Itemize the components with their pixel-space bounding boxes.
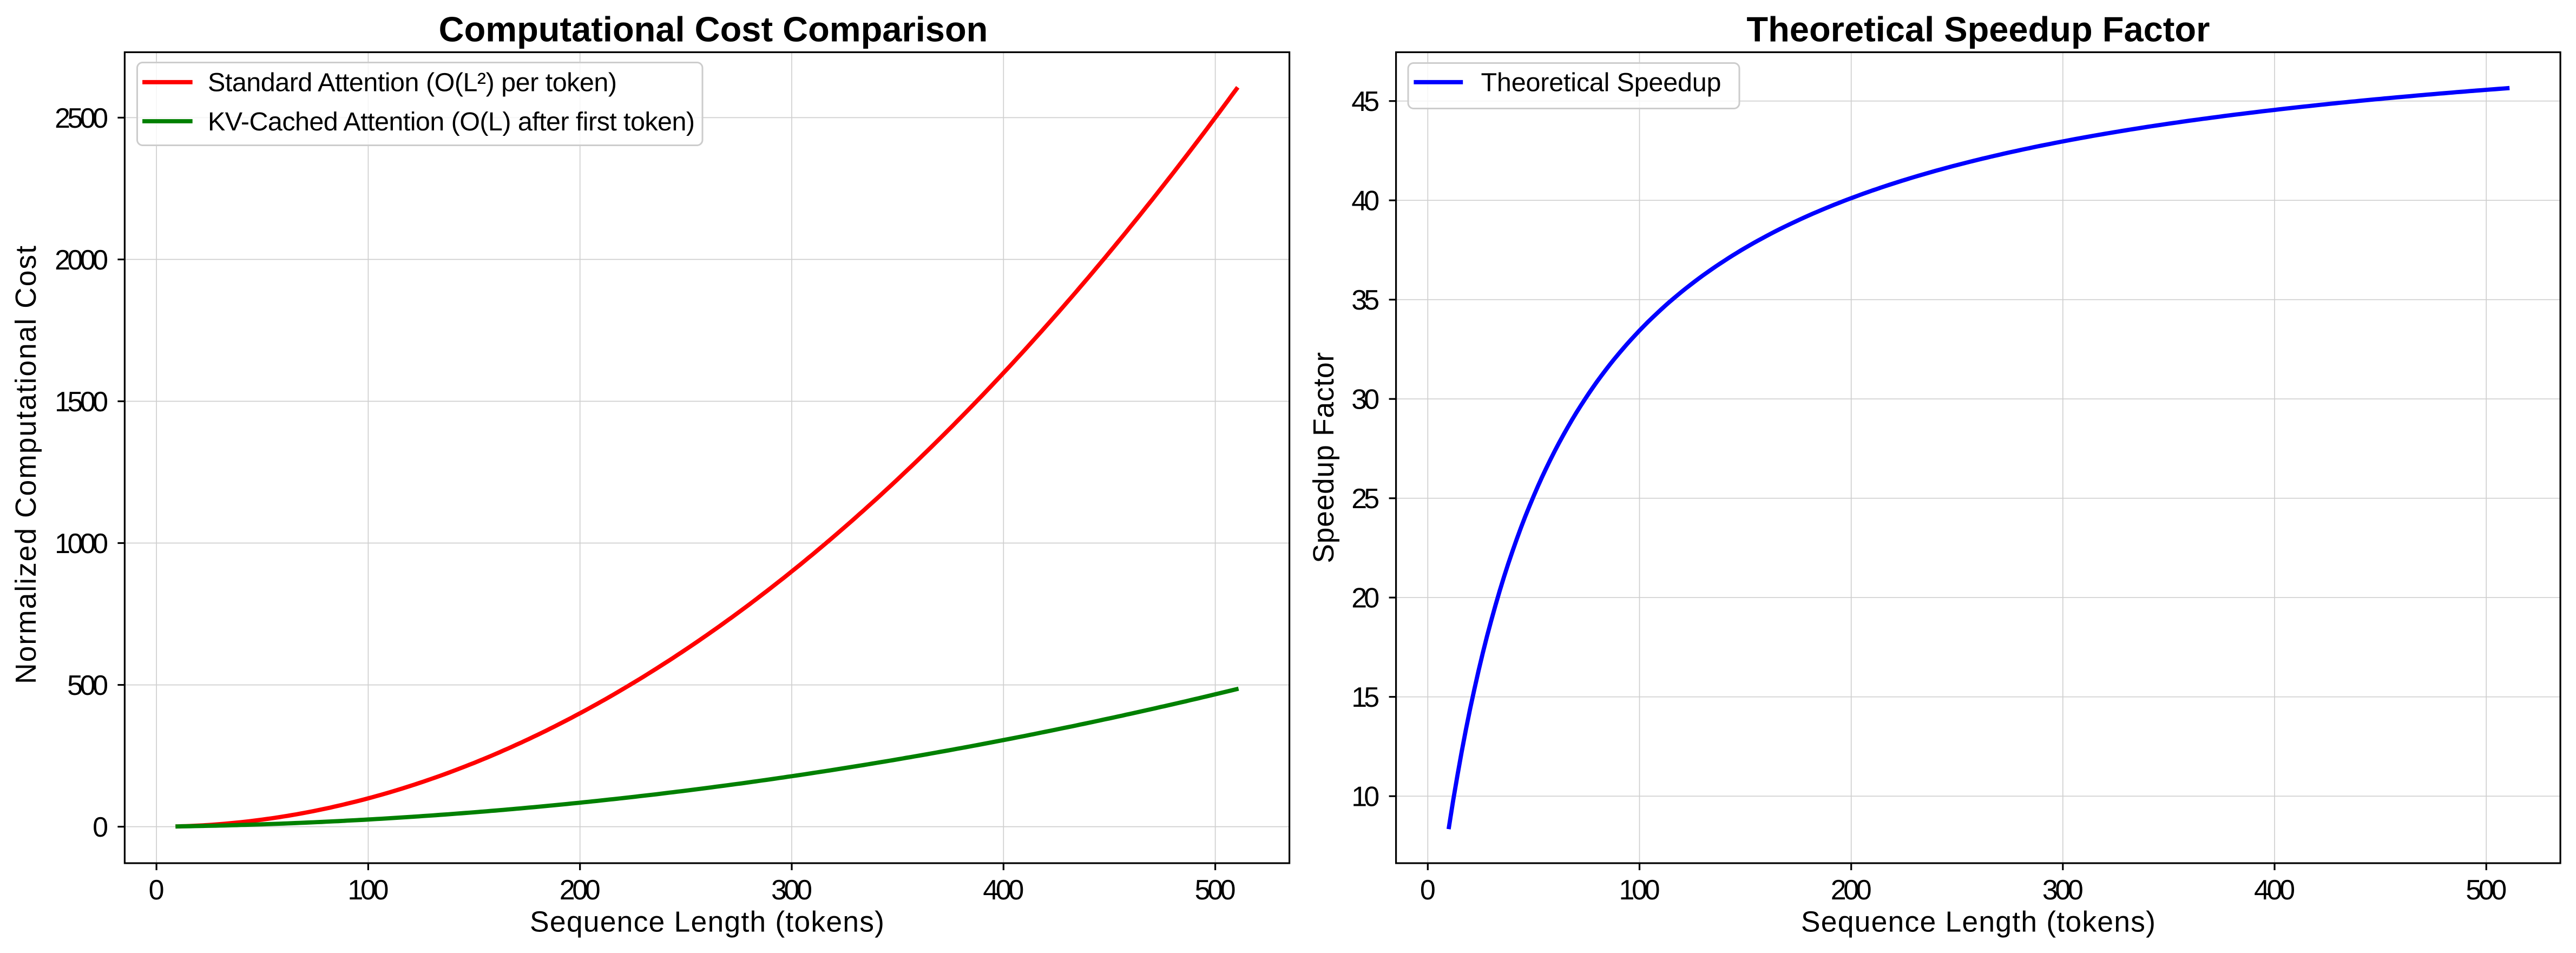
svg-text:100: 100 — [347, 875, 389, 906]
svg-text:Normalized Computational Cost: Normalized Computational Cost — [10, 246, 42, 684]
svg-text:400: 400 — [2254, 875, 2295, 906]
svg-text:1500: 1500 — [55, 386, 108, 418]
svg-text:Standard Attention (O(L²) per: Standard Attention (O(L²) per token) — [208, 68, 617, 97]
svg-text:25: 25 — [1351, 483, 1379, 515]
svg-text:400: 400 — [983, 875, 1024, 906]
svg-text:0: 0 — [93, 812, 108, 843]
svg-text:200: 200 — [1831, 875, 1872, 906]
svg-text:KV-Cached Attention (O(L) afte: KV-Cached Attention (O(L) after first to… — [208, 107, 695, 136]
svg-text:100: 100 — [1619, 875, 1660, 906]
svg-text:10: 10 — [1351, 781, 1379, 813]
svg-text:35: 35 — [1351, 285, 1379, 316]
svg-text:30: 30 — [1351, 384, 1379, 416]
svg-text:1000: 1000 — [55, 528, 108, 560]
svg-text:500: 500 — [2466, 875, 2507, 906]
svg-text:Sequence Length (tokens): Sequence Length (tokens) — [530, 906, 884, 938]
svg-text:500: 500 — [67, 670, 108, 701]
svg-text:Theoretical Speedup: Theoretical Speedup — [1481, 68, 1721, 97]
svg-text:2500: 2500 — [55, 103, 108, 134]
svg-text:300: 300 — [2042, 875, 2084, 906]
svg-text:2000: 2000 — [55, 245, 108, 276]
svg-text:Sequence Length (tokens): Sequence Length (tokens) — [1801, 906, 2156, 938]
svg-text:15: 15 — [1351, 682, 1379, 713]
svg-text:0: 0 — [149, 875, 165, 906]
svg-text:Computational Cost Comparison: Computational Cost Comparison — [439, 9, 988, 49]
svg-text:Speedup Factor: Speedup Factor — [1308, 352, 1340, 563]
svg-text:45: 45 — [1351, 86, 1379, 117]
svg-text:40: 40 — [1351, 186, 1379, 217]
svg-text:0: 0 — [1420, 875, 1436, 906]
svg-text:500: 500 — [1195, 875, 1236, 906]
svg-text:200: 200 — [560, 875, 601, 906]
svg-text:Theoretical Speedup Factor: Theoretical Speedup Factor — [1746, 9, 2210, 49]
svg-text:20: 20 — [1351, 583, 1379, 614]
svg-text:300: 300 — [771, 875, 812, 906]
